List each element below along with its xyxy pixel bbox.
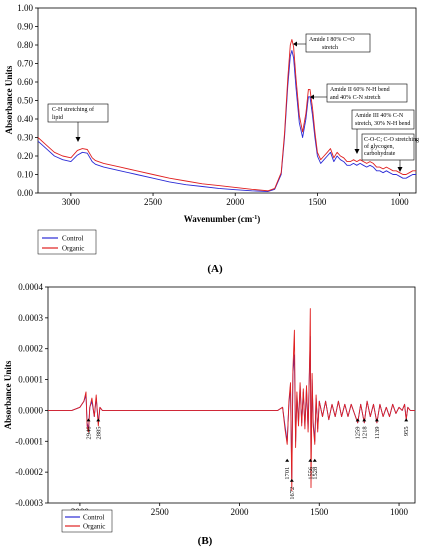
annotation-amide-iii-box <box>351 109 415 130</box>
annotation-amide-ii-box <box>326 83 408 103</box>
annotation-coc-arrowhead <box>397 167 403 172</box>
annotation-amide-ii-line2: and 40% C-N stretch <box>330 95 381 101</box>
x-tick-label: 2000 <box>230 507 249 517</box>
panel-b-legend: Control Organic <box>61 509 113 533</box>
x-tick-label: 2500 <box>151 507 170 517</box>
annotation-ch-line2: lipid <box>52 115 63 121</box>
panel-b-label: (B) <box>198 535 213 547</box>
peak-label-1528: 1528 <box>312 467 319 480</box>
peak-arrow <box>404 418 409 422</box>
y-tick-label: 0.0000 <box>18 405 43 415</box>
y-tick-label: 0.00 <box>17 188 33 198</box>
annotation-amide-iii-arrowhead <box>354 149 360 154</box>
annotation-amide-iii-line1: Amide III 40% C-N <box>355 113 404 119</box>
annotation-ch-line1: C-H stretching of <box>52 106 94 113</box>
annotation-amide-iii-line2: stretch, 30% N-H bend <box>355 121 410 127</box>
peak-label-1139: 1139 <box>374 426 381 439</box>
y-tick-label: 0.80 <box>17 40 33 50</box>
x-tick-label: 3000 <box>62 197 81 207</box>
annotation-amide-i-arrowhead <box>293 41 297 47</box>
peak-arrow <box>312 458 317 462</box>
panel-a-y-ticks: 0.00 0.10 0.20 0.30 0.40 0.50 0.60 0.70 0.80 0.90… <box>17 3 38 198</box>
panel-b-chart: -0.0003 -0.0002 -0.0001 0.0000 0.0001 0.0002 0… <box>3 282 416 547</box>
annotation-amide-i-line2: stretch <box>322 45 338 51</box>
y-tick-label: 0.0001 <box>18 375 43 385</box>
annotation-coc-line3: carbohydrate <box>364 151 396 157</box>
x-tick-label: 1500 <box>310 507 329 517</box>
peak-label-1218: 1218 <box>361 426 368 439</box>
y-tick-label: 0.50 <box>17 96 33 106</box>
annotation-coc-line1: C-O-C; C-O stretching <box>364 137 419 143</box>
panel-b-legend-control-label: Control <box>83 514 104 522</box>
peak-label-1259: 1259 <box>355 426 362 439</box>
panel-a-legend-control-label: Control <box>62 235 83 243</box>
y-tick-label: -0.0002 <box>15 467 43 477</box>
peak-arrow <box>86 418 91 422</box>
panel-a-series <box>37 39 416 192</box>
y-tick-label: 0.0002 <box>18 344 43 354</box>
panel-a-chart: 0.00 0.10 0.20 0.30 0.40 0.50 0.60 0.70 0.80 0.90… <box>4 3 419 275</box>
annotation-coc-line2: of glycogen, <box>364 143 394 150</box>
y-tick-label: 0.10 <box>17 170 33 180</box>
peak-arrow <box>374 418 379 422</box>
peak-label-955: 955 <box>403 426 410 436</box>
peak-arrow <box>355 418 360 422</box>
peak-label-1672: 1672 <box>289 487 296 500</box>
panel-a-x-ticks: 3000 2500 2000 1500 1000 <box>62 193 409 207</box>
panel-a-legend-organic-label: Organic <box>62 245 84 253</box>
y-tick-label: 0.30 <box>17 133 33 143</box>
y-tick-label: -0.0003 <box>15 498 43 508</box>
annotation-coc: C-O-C; C-O stretching of glycogen, carbo… <box>361 133 419 172</box>
y-tick-label: 0.0003 <box>18 313 43 323</box>
y-tick-label: 1.00 <box>17 3 33 13</box>
annotation-amide-i-line1: Amide I 80% C=O <box>309 37 355 43</box>
panel-b-legend-organic-label: Organic <box>83 523 105 531</box>
panel-a-legend-box <box>37 229 97 255</box>
peak-label-2946: 2946 <box>86 426 93 440</box>
x-tick-label: 2000 <box>226 197 245 207</box>
annotation-ch-stretching: C-H stretching of lipid <box>47 103 109 142</box>
y-tick-label: 0.20 <box>17 151 33 161</box>
peak-label-2885: 2885 <box>95 426 102 439</box>
panel-a-legend: Control Organic <box>37 229 97 255</box>
annotation-amide-iii: Amide III 40% C-N stretch, 30% N-H bend <box>351 109 415 154</box>
panel-a-x-axis-label: Wavenumber (cm-1) <box>184 214 261 224</box>
annotation-coc-box <box>361 133 415 161</box>
annotation-ch-arrowhead <box>75 137 81 142</box>
series-line-organic <box>48 308 415 492</box>
y-tick-label: -0.0001 <box>15 436 43 446</box>
panel-b-series <box>48 308 415 492</box>
annotation-amide-ii: Amide II 60% N-H bend and 40% C-N stretc… <box>310 83 408 103</box>
panel-b-y-axis-label: Absorbance Units <box>3 360 13 429</box>
y-tick-label: 0.60 <box>17 77 33 87</box>
panel-a-label: (A) <box>207 263 223 275</box>
series-line-control <box>37 50 416 192</box>
peak-arrow <box>285 458 290 462</box>
x-tick-label: 1000 <box>391 197 410 207</box>
peak-label-1556: 1556 <box>307 466 314 480</box>
series-line-organic <box>37 39 416 192</box>
panel-b-plot-frame <box>47 286 416 504</box>
y-tick-label: 0.40 <box>17 114 33 124</box>
annotation-amide-ii-line1: Amide II 60% N-H bend <box>330 87 390 93</box>
annotation-amide-i-box <box>305 33 371 53</box>
panel-a-y-axis-label: Absorbance Units <box>4 65 14 134</box>
x-tick-label: 1500 <box>308 197 327 207</box>
y-tick-label: 0.70 <box>17 59 33 69</box>
y-tick-label: 0.90 <box>17 22 33 32</box>
x-tick-label: 2500 <box>144 197 163 207</box>
annotation-amide-i: Amide I 80% C=O stretch <box>293 33 371 53</box>
panel-b-y-ticks: -0.0003 -0.0002 -0.0001 0.0000 0.0001 0.0002 0… <box>15 282 48 508</box>
peak-arrow <box>362 418 367 422</box>
peak-arrow <box>308 458 313 462</box>
annotation-amide-ii-arrowhead <box>310 94 314 100</box>
peak-label-1701: 1701 <box>284 467 291 480</box>
y-tick-label: 0.0004 <box>18 282 43 292</box>
peak-arrow <box>289 478 294 482</box>
peak-arrow <box>96 418 101 422</box>
x-tick-label: 1000 <box>390 507 409 517</box>
